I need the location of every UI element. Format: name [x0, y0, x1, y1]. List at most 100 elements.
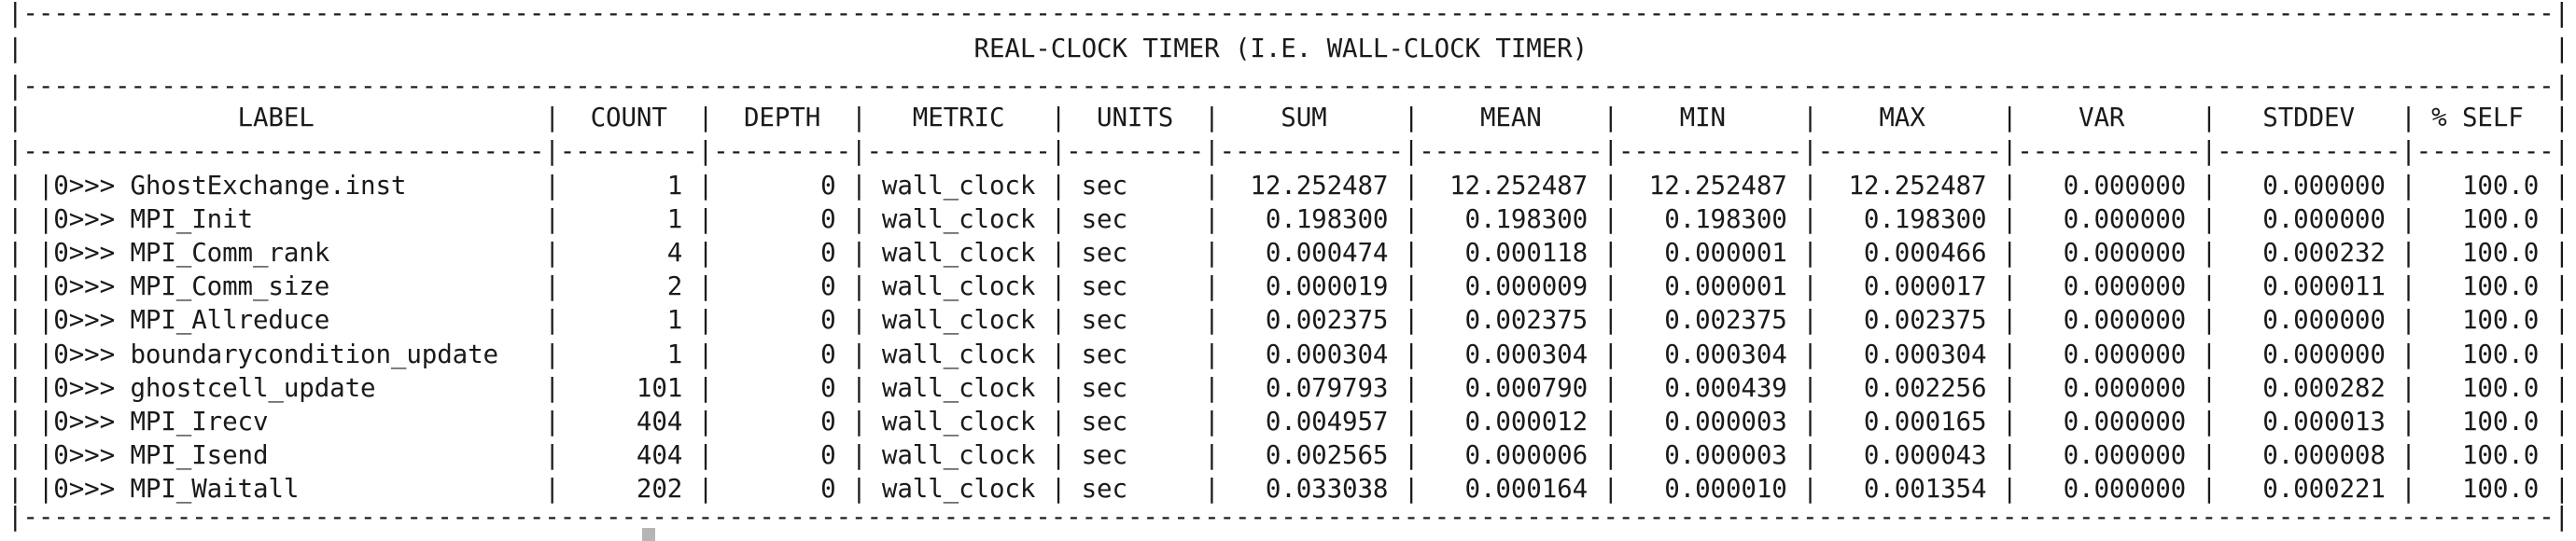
- table-cell-min: 0.000001: [1617, 271, 1803, 302]
- table-cell-sum: 0.002565: [1219, 439, 1404, 470]
- table-cell-count: 404: [559, 439, 698, 470]
- table-cell-sum: 0.000304: [1219, 339, 1404, 369]
- table-cell-units: sec: [1066, 204, 1205, 235]
- table-cell-metric: wall_clock: [866, 372, 1051, 403]
- table-cell-self: 100.0: [2415, 171, 2555, 201]
- table-cell-stddev: 0.000000: [2217, 339, 2401, 369]
- table-cell-max: 0.198300: [1817, 204, 2002, 235]
- table-cell-sum: 0.000474: [1219, 238, 1404, 269]
- table-cell-count: 1: [559, 171, 698, 201]
- table-cell-self: 100.0: [2415, 238, 2555, 269]
- table-cell-label: |0>>> MPI_Init: [22, 204, 545, 235]
- table-cell-min: 0.000003: [1617, 439, 1803, 470]
- table-cell-mean: 0.000012: [1419, 406, 1603, 437]
- table-cell-depth: 0: [713, 473, 852, 504]
- table-cell-min: 0.198300: [1617, 204, 1803, 235]
- table-cell-metric: wall_clock: [866, 238, 1051, 269]
- table-cell-stddev: 0.000000: [2217, 171, 2401, 201]
- table-cell-max: 12.252487: [1817, 171, 2002, 201]
- table-cell-stddev: 0.000221: [2217, 473, 2401, 504]
- column-header-label: LABEL: [22, 103, 545, 132]
- table-cell-self: 100.0: [2415, 372, 2555, 403]
- table-cell-max: 0.002375: [1817, 305, 2002, 336]
- table-cell-label: |0>>> boundarycondition_update: [22, 339, 545, 369]
- table-cell-mean: 12.252487: [1419, 171, 1603, 201]
- table-cell-stddev: 0.000000: [2217, 305, 2401, 336]
- table-cell-depth: 0: [713, 204, 852, 235]
- table-cell-stddev: 0.000282: [2217, 372, 2401, 403]
- column-header-metric: METRIC: [866, 103, 1051, 132]
- table-row: | |0>>> ghostcell_update | 101 | 0 | wal…: [7, 372, 2570, 403]
- table-cell-mean: 0.000118: [1419, 238, 1603, 269]
- table-cell-mean: 0.000790: [1419, 372, 1603, 403]
- table-cell-self: 100.0: [2415, 305, 2555, 336]
- table-cell-units: sec: [1066, 406, 1205, 437]
- table-cell-label: |0>>> MPI_Isend: [22, 439, 545, 470]
- table-cell-metric: wall_clock: [866, 439, 1051, 470]
- table-cell-max: 0.001354: [1817, 473, 2002, 504]
- table-cell-mean: 0.198300: [1419, 204, 1603, 235]
- terminal-cursor[interactable]: [642, 528, 655, 541]
- table-row: | |0>>> MPI_Irecv | 404 | 0 | wall_clock…: [7, 406, 2570, 437]
- table-cell-stddev: 0.000008: [2217, 439, 2401, 470]
- column-header-max: MAX: [1817, 103, 2002, 132]
- table-cell-depth: 0: [713, 305, 852, 336]
- table-cell-metric: wall_clock: [866, 473, 1051, 504]
- table-cell-depth: 0: [713, 406, 852, 437]
- table-cell-stddev: 0.000000: [2217, 204, 2401, 235]
- table-cell-units: sec: [1066, 473, 1205, 504]
- table-cell-depth: 0: [713, 339, 852, 369]
- table-cell-self: 100.0: [2415, 406, 2555, 437]
- table-cell-stddev: 0.000232: [2217, 238, 2401, 269]
- table-cell-metric: wall_clock: [866, 339, 1051, 369]
- table-cell-var: 0.000000: [2017, 305, 2202, 336]
- table-cell-var: 0.000000: [2017, 372, 2202, 403]
- table-cell-var: 0.000000: [2017, 339, 2202, 369]
- table-cell-sum: 0.000019: [1219, 271, 1404, 302]
- table-cell-count: 1: [559, 339, 698, 369]
- table-cell-units: sec: [1066, 339, 1205, 369]
- table-cell-self: 100.0: [2415, 439, 2555, 470]
- table-cell-label: |0>>> MPI_Waitall: [22, 473, 545, 504]
- table-cell-count: 1: [559, 204, 698, 235]
- table-cell-self: 100.0: [2415, 271, 2555, 302]
- table-row: | |0>>> MPI_Comm_rank | 4 | 0 | wall_clo…: [7, 238, 2570, 269]
- table-cell-min: 0.002375: [1617, 305, 1803, 336]
- table-cell-units: sec: [1066, 271, 1205, 302]
- table-cell-count: 101: [559, 372, 698, 403]
- table-cell-var: 0.000000: [2017, 473, 2202, 504]
- column-header-stddev: STDDEV: [2217, 103, 2401, 132]
- table-cell-min: 0.000304: [1617, 339, 1803, 369]
- table-cell-var: 0.000000: [2017, 204, 2202, 235]
- table-cell-label: |0>>> MPI_Allreduce: [22, 305, 545, 336]
- table-cell-count: 2: [559, 271, 698, 302]
- column-header-min: MIN: [1617, 103, 1803, 132]
- table-cell-mean: 0.000304: [1419, 339, 1603, 369]
- table-cell-count: 202: [559, 473, 698, 504]
- table-cell-sum: 0.033038: [1219, 473, 1404, 504]
- table-cell-mean: 0.000009: [1419, 271, 1603, 302]
- table-cell-var: 0.000000: [2017, 271, 2202, 302]
- table-cell-min: 0.000439: [1617, 372, 1803, 403]
- column-header-depth: DEPTH: [713, 103, 852, 132]
- table-row: | |0>>> MPI_Init | 1 | 0 | wall_clock | …: [7, 204, 2570, 235]
- table-cell-max: 0.000466: [1817, 238, 2002, 269]
- table-cell-var: 0.000000: [2017, 238, 2202, 269]
- table-cell-label: |0>>> ghostcell_update: [22, 372, 545, 403]
- column-header-count: COUNT: [559, 103, 698, 132]
- table-title-row: | REAL-CLOCK TIMER (I.E. WALL-CLOCK TIME…: [7, 32, 2569, 65]
- border-char: |: [2554, 34, 2570, 63]
- table-row: | |0>>> GhostExchange.inst | 1 | 0 | wal…: [7, 171, 2570, 201]
- table-cell-max: 0.002256: [1817, 372, 2002, 403]
- table-header-row: | LABEL | COUNT | DEPTH | METRIC | UNITS…: [7, 103, 2570, 132]
- table-row: | |0>>> MPI_Comm_size | 2 | 0 | wall_clo…: [7, 271, 2570, 302]
- table-cell-var: 0.000000: [2017, 406, 2202, 437]
- table-cell-var: 0.000000: [2017, 171, 2202, 201]
- table-cell-count: 404: [559, 406, 698, 437]
- table-cell-min: 12.252487: [1617, 171, 1803, 201]
- table-cell-min: 0.000001: [1617, 238, 1803, 269]
- table-cell-self: 100.0: [2415, 204, 2555, 235]
- table-cell-min: 0.000010: [1617, 473, 1803, 504]
- table-cell-metric: wall_clock: [866, 305, 1051, 336]
- table-row: | |0>>> MPI_Allreduce | 1 | 0 | wall_clo…: [7, 305, 2570, 336]
